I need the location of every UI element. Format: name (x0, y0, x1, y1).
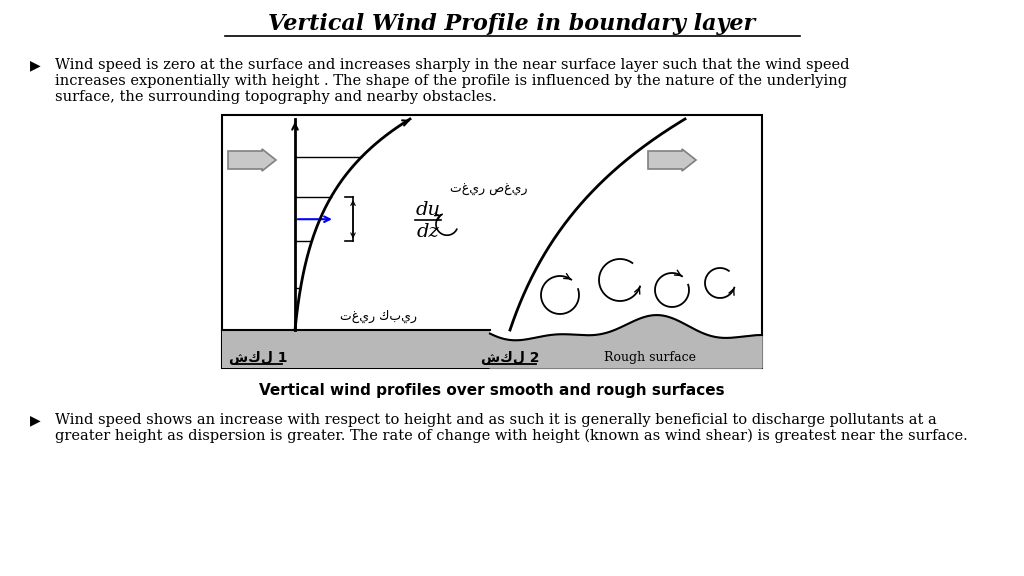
Bar (222, 330, 490, 368)
Bar (222, 115, 762, 368)
Text: تغير كبير: تغير كبير (340, 309, 417, 323)
Text: Vertical wind profiles over smooth and rough surfaces: Vertical wind profiles over smooth and r… (259, 382, 725, 397)
Text: du: du (416, 201, 440, 219)
Text: dz: dz (417, 223, 439, 241)
Text: ▶: ▶ (30, 58, 41, 72)
Text: surface, the surrounding topography and nearby obstacles.: surface, the surrounding topography and … (55, 90, 497, 104)
Text: Vertical Wind Profile in boundary layer: Vertical Wind Profile in boundary layer (268, 13, 756, 35)
Text: greater height as dispersion is greater. The rate of change with height (known a: greater height as dispersion is greater.… (55, 429, 968, 443)
Text: increases exponentially with height . The shape of the profile is influenced by : increases exponentially with height . Th… (55, 74, 847, 88)
Text: تغير صغير: تغير صغير (450, 183, 527, 196)
Text: Wind speed shows an increase with respect to height and as such it is generally : Wind speed shows an increase with respec… (55, 413, 937, 427)
Text: شكل 2: شكل 2 (480, 351, 540, 365)
FancyArrow shape (648, 149, 696, 171)
Text: Rough surface: Rough surface (604, 351, 696, 365)
Text: Wind speed is zero at the surface and increases sharply in the near surface laye: Wind speed is zero at the surface and in… (55, 58, 850, 72)
Polygon shape (490, 315, 762, 368)
Text: ▶: ▶ (30, 413, 41, 427)
FancyArrow shape (228, 149, 276, 171)
Text: شكل 1: شكل 1 (228, 351, 288, 365)
